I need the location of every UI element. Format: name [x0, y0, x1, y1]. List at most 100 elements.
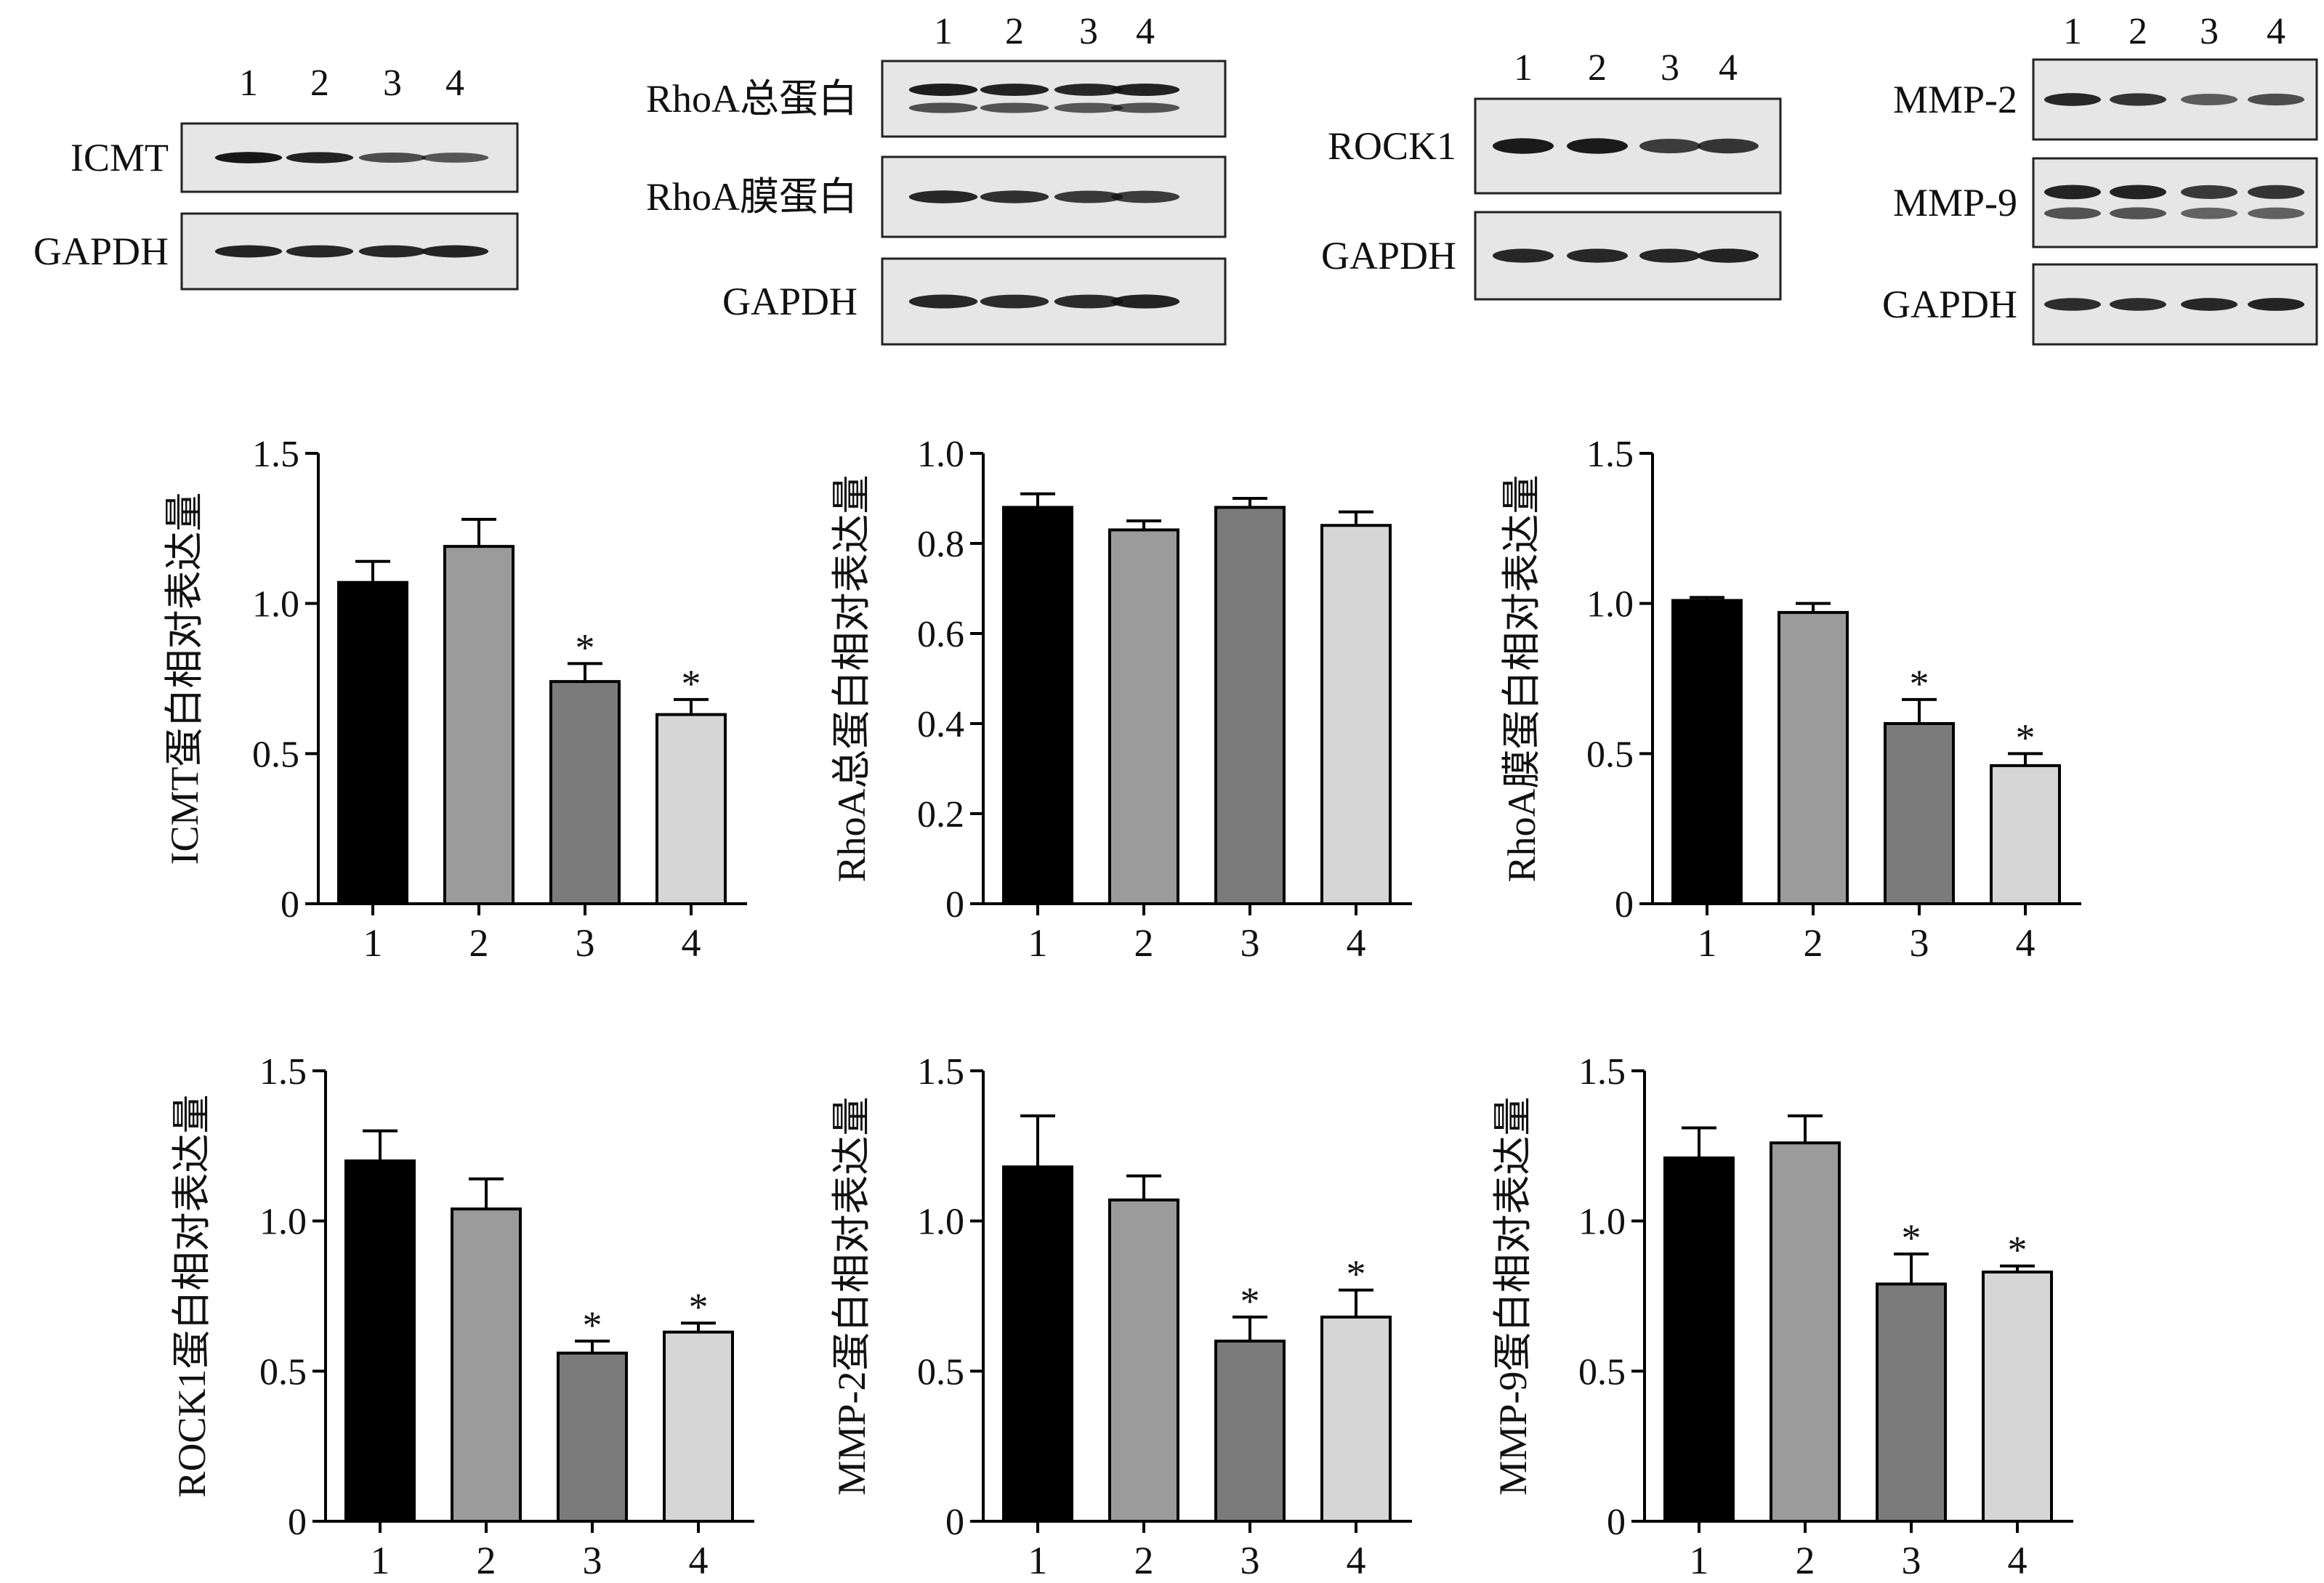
protein-band	[1567, 138, 1628, 154]
y-tick-label: 0.2	[917, 794, 964, 835]
y-tick-label: 0.5	[1586, 734, 1634, 775]
significance-mark: *	[583, 1303, 602, 1347]
y-tick-label: 0.8	[917, 524, 964, 565]
lane-number-label: 1	[2063, 11, 2082, 52]
lane-number-label: 1	[934, 11, 953, 52]
bar	[655, 713, 727, 905]
lane-number-label: 2	[2129, 11, 2147, 52]
bar-chart: 0 0.5 1.0 1.5 ROCK1蛋白相对表达量 1 2 3 * 4 *	[170, 1051, 754, 1582]
bar-chart: 0 0.5 1.0 1.5 RhoA膜蛋白相对表达量 1 2 3 * 4 *	[1500, 434, 2081, 965]
bar	[451, 1207, 522, 1523]
bar	[443, 545, 515, 906]
blot-row-label: GAPDH	[722, 280, 858, 323]
bar	[1002, 506, 1073, 905]
x-tick-label: 4	[1347, 1539, 1366, 1582]
blot-row-label: ROCK1	[1328, 124, 1456, 168]
bar	[1778, 611, 1849, 905]
bar	[1770, 1141, 1841, 1523]
y-tick-label: 1.5	[917, 1051, 964, 1093]
protein-band	[286, 152, 354, 163]
bar	[1002, 1165, 1073, 1523]
x-tick-label: 2	[1796, 1539, 1815, 1582]
protein-band	[2044, 298, 2101, 311]
blot-row-label: GAPDH	[1882, 283, 2017, 326]
protein-band	[2044, 185, 2101, 200]
bar	[663, 1330, 734, 1523]
x-tick-label: 4	[682, 921, 701, 965]
bar-chart: 0 0.5 1.0 1.5 ICMT蛋白相对表达量 1 2 3 * 4 *	[163, 434, 747, 965]
y-tick-label: 0.4	[917, 704, 964, 745]
bar	[549, 680, 621, 906]
y-axis-title: RhoA总蛋白相对表达量	[830, 474, 873, 882]
protein-band	[2248, 185, 2304, 199]
protein-band	[214, 152, 283, 163]
blot-row-label: RhoA膜蛋白	[646, 175, 858, 219]
protein-band	[1493, 138, 1554, 154]
y-tick-label: 0	[288, 1502, 307, 1543]
y-tick-label: 0.6	[917, 614, 964, 655]
significance-mark: *	[1240, 1279, 1260, 1323]
bar	[1214, 506, 1286, 905]
lane-number-label: 3	[1661, 47, 1679, 89]
y-axis-title: MMP-9蛋白相对表达量	[1491, 1096, 1535, 1495]
y-tick-label: 0	[281, 884, 299, 926]
blot-row-label: GAPDH	[33, 230, 169, 273]
x-tick-label: 1	[1028, 921, 1048, 965]
bar	[1320, 524, 1392, 905]
significance-mark: *	[1347, 1252, 1366, 1296]
y-tick-label: 1.0	[917, 1202, 964, 1243]
protein-band	[2044, 207, 2101, 219]
x-tick-label: 4	[2016, 921, 2035, 965]
bar-chart: 0 0.5 1.0 1.5 MMP-2蛋白相对表达量 1 2 3 * 4 *	[830, 1051, 1412, 1582]
lane-number-label: 1	[239, 62, 258, 104]
protein-band	[1054, 294, 1123, 309]
protein-band	[421, 245, 489, 258]
protein-band	[908, 102, 978, 113]
blot-row-label: MMP-9	[1893, 181, 2017, 224]
protein-band	[358, 245, 427, 258]
x-tick-label: 3	[1910, 921, 1929, 965]
y-tick-label: 0	[1607, 1502, 1626, 1543]
protein-band	[980, 102, 1049, 113]
protein-band	[421, 153, 489, 163]
x-tick-label: 3	[583, 1539, 602, 1582]
lane-number-label: 3	[383, 62, 402, 104]
y-tick-label: 1.0	[259, 1202, 307, 1243]
x-tick-label: 2	[1134, 1539, 1154, 1582]
y-tick-label: 1.5	[259, 1051, 307, 1093]
protein-band	[1110, 102, 1180, 113]
blot-panel: 1 2 3 4 MMP-2 MMP-9 GAPDH	[1882, 11, 2318, 346]
bar	[1108, 1198, 1179, 1523]
protein-band	[1698, 248, 1759, 263]
blot-panel: 1 2 3 4 ICMT GAPDH	[33, 62, 519, 291]
protein-band	[2181, 94, 2238, 105]
protein-band	[2044, 93, 2101, 106]
protein-band	[214, 245, 283, 258]
y-tick-label: 0	[945, 884, 964, 926]
significance-mark: *	[576, 625, 595, 669]
y-tick-label: 0.5	[252, 734, 299, 775]
y-tick-label: 1.5	[1586, 434, 1634, 475]
lane-number-label: 2	[310, 62, 329, 104]
bar	[1108, 528, 1179, 905]
blot-membrane	[2032, 157, 2318, 248]
protein-band	[2110, 298, 2166, 311]
bar	[1663, 1156, 1735, 1523]
protein-band	[2248, 298, 2304, 311]
x-tick-label: 2	[477, 1539, 496, 1582]
protein-band	[1639, 138, 1700, 154]
bar	[1320, 1315, 1392, 1523]
lane-number-label: 2	[1588, 47, 1607, 89]
protein-band	[358, 153, 427, 163]
x-tick-label: 1	[371, 1539, 390, 1582]
lane-number-label: 4	[2267, 11, 2285, 52]
x-tick-label: 1	[1698, 921, 1717, 965]
x-tick-label: 3	[1240, 1539, 1260, 1582]
y-tick-label: 0.5	[1578, 1351, 1626, 1393]
lane-number-label: 2	[1005, 11, 1024, 52]
blot-membrane	[881, 60, 1227, 138]
blot-row-label: MMP-2	[1893, 78, 2017, 121]
bar	[1884, 722, 1955, 905]
bar-chart: 0 0.2 0.4 0.6 0.8 1.0 RhoA总蛋白相对表达量 1 2 3 4	[830, 434, 1412, 965]
protein-band	[980, 190, 1049, 203]
